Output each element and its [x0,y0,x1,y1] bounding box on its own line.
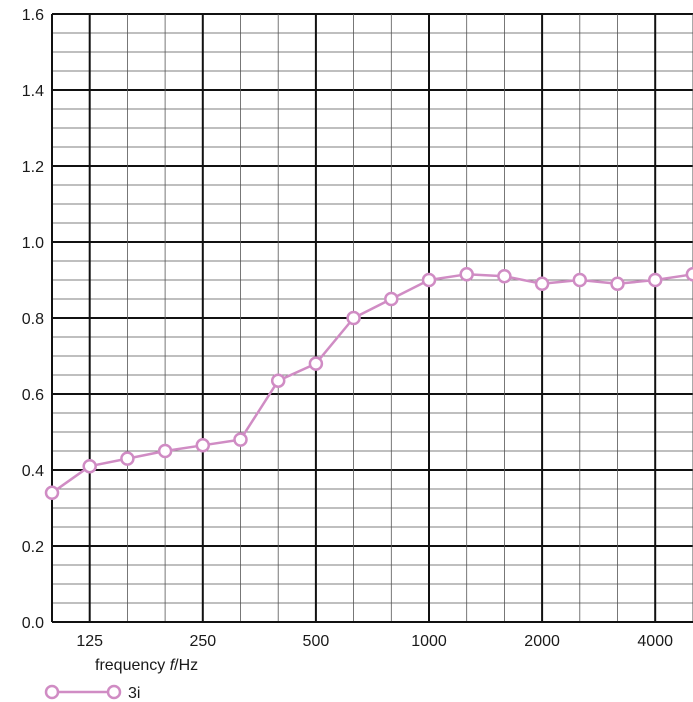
data-point [157,443,173,459]
y-tick-label: 0.4 [22,463,44,480]
y-tick-label: 1.6 [22,7,44,24]
data-point [233,432,248,447]
data-point [534,276,550,292]
legend-marker [44,684,60,700]
x-axis-label: frequency f/Hz [95,657,198,674]
data-point [270,373,286,388]
data-point [610,276,625,292]
series-line [51,273,693,494]
data-point [82,458,97,474]
x-axis: 125 250 500 1000 2000 4000 [76,633,673,650]
x-tick-label: 2000 [524,633,560,650]
data-point [120,451,135,466]
legend-marker [106,684,122,700]
y-tick-label: 0.2 [22,539,44,556]
y-tick-label: 1.0 [22,235,44,252]
x-tick-label: 125 [76,633,103,650]
x-tick-label: 250 [189,633,216,650]
x-tick-label: 4000 [637,633,673,650]
x-tick-label: 1000 [411,633,447,650]
data-point [647,272,663,288]
data-point [459,267,474,282]
data-point [421,272,437,288]
data-point [195,438,211,453]
legend-label: 3i [128,685,140,702]
data-point [384,291,399,307]
y-tick-label: 1.4 [22,83,44,100]
series-layer [44,267,693,501]
legend: 3i [44,684,140,702]
data-point [497,268,512,284]
data-point [346,310,361,326]
data-point [572,272,588,288]
data-point [685,267,693,282]
y-tick-label: 0.6 [22,387,44,404]
y-tick-label: 0.0 [22,615,44,632]
y-tick-label: 1.2 [22,159,44,176]
y-axis: 0.0 0.2 0.4 0.6 0.8 1.0 1.2 1.4 1.6 [22,7,44,632]
grid [51,13,693,623]
x-tick-label: 500 [303,633,330,650]
data-point [44,485,60,501]
data-point [308,356,324,371]
y-tick-label: 0.8 [22,311,44,328]
